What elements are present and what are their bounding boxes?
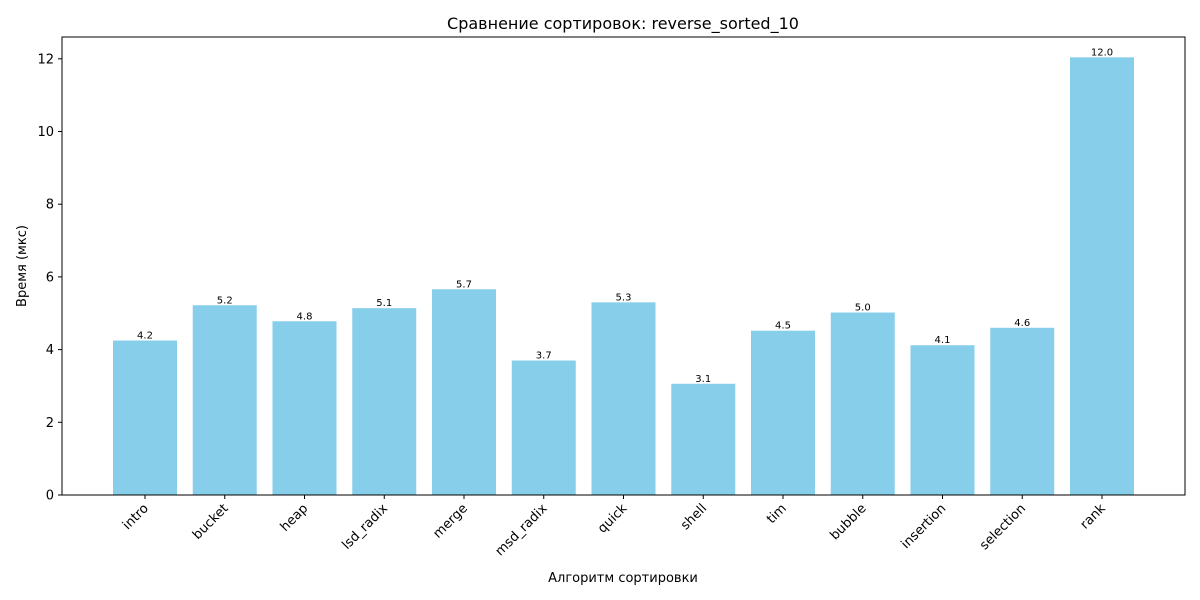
bar-bucket <box>192 305 257 495</box>
x-tick-label-quick: quick <box>595 501 631 537</box>
data-label-heap: 4.8 <box>297 311 313 322</box>
bar-msd_radix <box>511 360 576 495</box>
bar-selection <box>990 327 1055 495</box>
x-tick-label-merge: merge <box>431 501 471 541</box>
data-label-msd_radix: 3.7 <box>536 351 552 362</box>
y-tick-label-6: 6 <box>46 270 54 285</box>
data-label-merge: 5.7 <box>456 279 472 290</box>
x-tick-label-bubble: bubble <box>827 501 869 543</box>
data-label-bucket: 5.2 <box>217 295 233 306</box>
x-tick-label-rank: rank <box>1078 501 1110 533</box>
bar-lsd_radix <box>352 308 417 495</box>
x-tick-label-selection: selection <box>977 501 1029 553</box>
y-tick-label-0: 0 <box>46 489 54 504</box>
bar-insertion <box>910 345 975 495</box>
data-label-selection: 4.6 <box>1014 318 1030 329</box>
x-tick-label-insertion: insertion <box>899 501 950 552</box>
y-tick-label-12: 12 <box>37 52 54 67</box>
x-tick-label-intro: intro <box>120 501 152 533</box>
y-tick-label-8: 8 <box>46 198 54 213</box>
bar-rank <box>1070 57 1134 496</box>
bar-shell <box>671 383 736 495</box>
x-axis-label: Алгоритм сортировки <box>548 571 698 586</box>
y-tick-label-2: 2 <box>46 416 54 431</box>
data-label-quick: 5.3 <box>616 292 632 303</box>
bar-bubble <box>830 312 895 495</box>
x-axis-ticks: intro bucket heap lsd_radix merge msd_radix qu… <box>120 495 1109 559</box>
chart-title: Сравнение сортировок: reverse_sorted_10 <box>447 14 799 34</box>
bar-heap <box>272 321 337 495</box>
x-tick-label-tim: tim <box>764 501 790 527</box>
data-label-bubble: 5.0 <box>855 303 871 314</box>
data-label-rank: 12.0 <box>1091 47 1113 58</box>
x-tick-label-lsd_radix: lsd_radix <box>339 501 391 553</box>
data-label-intro: 4.2 <box>137 331 153 342</box>
y-axis-ticks: 0 2 4 6 8 10 12 <box>37 52 62 504</box>
plot-frame <box>61 36 1186 496</box>
y-axis-label: Время (мкс) <box>15 225 30 307</box>
bar-intro <box>113 340 177 495</box>
x-tick-label-heap: heap <box>278 501 312 535</box>
bar-tim <box>751 330 815 495</box>
bar-merge <box>432 289 496 495</box>
bars-group: 4.2 5.2 4.8 5.1 5.7 3.7 5.3 3.1 4.5 5.0 4.1 4.6 12.0 <box>113 47 1134 496</box>
data-label-insertion: 4.1 <box>935 335 951 346</box>
x-tick-label-msd_radix: msd_radix <box>493 501 551 559</box>
bar-quick <box>591 302 656 495</box>
data-label-tim: 4.5 <box>775 321 791 332</box>
data-label-lsd_radix: 5.1 <box>376 298 392 309</box>
data-label-shell: 3.1 <box>695 374 711 385</box>
y-tick-label-4: 4 <box>46 343 54 358</box>
y-tick-label-10: 10 <box>37 125 54 140</box>
x-tick-label-shell: shell <box>678 501 710 533</box>
x-tick-label-bucket: bucket <box>190 501 232 543</box>
